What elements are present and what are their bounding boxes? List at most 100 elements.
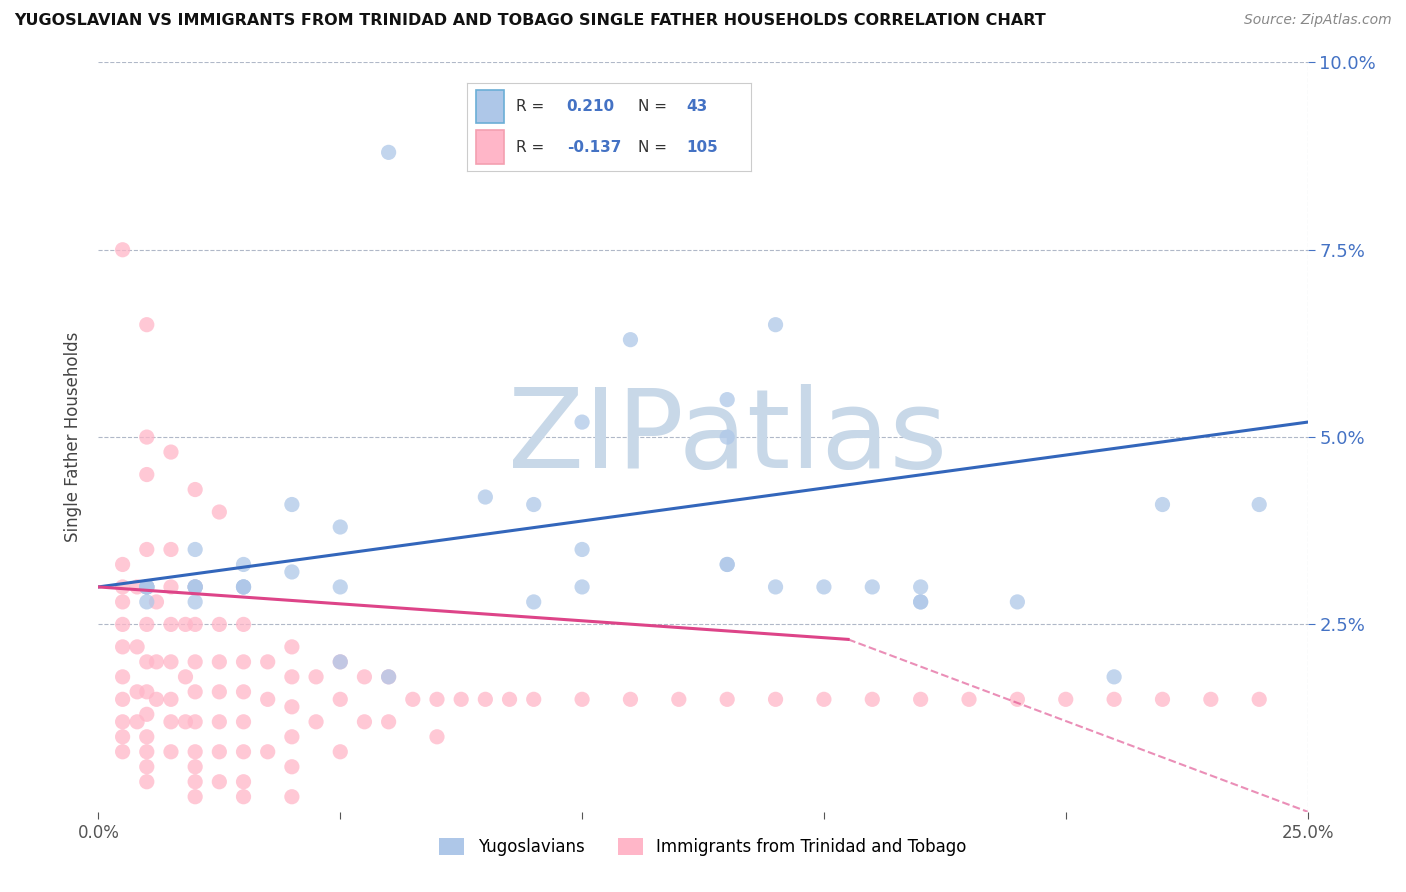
Point xyxy=(571,580,593,594)
Point xyxy=(1007,692,1029,706)
Point xyxy=(377,670,399,684)
Point xyxy=(135,745,157,759)
Point xyxy=(281,789,304,804)
Point xyxy=(1249,498,1271,512)
Point xyxy=(127,685,149,699)
Point xyxy=(377,714,399,729)
Point xyxy=(523,692,546,706)
Point xyxy=(232,655,254,669)
Point xyxy=(329,692,352,706)
Point xyxy=(127,580,149,594)
Point xyxy=(208,505,231,519)
Point xyxy=(305,714,328,729)
Point xyxy=(353,670,375,684)
Point xyxy=(184,595,207,609)
Point xyxy=(232,580,254,594)
Point xyxy=(111,580,134,594)
Point xyxy=(765,692,787,706)
Point xyxy=(910,580,932,594)
Point xyxy=(256,745,278,759)
Point xyxy=(184,774,207,789)
Point xyxy=(135,580,157,594)
Point xyxy=(377,145,399,160)
Point xyxy=(353,714,375,729)
Point xyxy=(208,714,231,729)
Point xyxy=(377,670,399,684)
Point xyxy=(1054,692,1077,706)
Point xyxy=(135,760,157,774)
Y-axis label: Single Father Households: Single Father Households xyxy=(65,332,83,542)
Point xyxy=(135,580,157,594)
Point xyxy=(281,640,304,654)
Point xyxy=(184,745,207,759)
Point xyxy=(111,692,134,706)
Point xyxy=(498,692,520,706)
Point xyxy=(135,685,157,699)
Point xyxy=(402,692,425,706)
Text: ZIPatlas: ZIPatlas xyxy=(508,384,946,491)
Point xyxy=(174,670,197,684)
Point xyxy=(184,789,207,804)
Point xyxy=(135,617,157,632)
Point xyxy=(111,745,134,759)
Point xyxy=(765,580,787,594)
Point xyxy=(111,243,134,257)
Point xyxy=(232,789,254,804)
Point xyxy=(281,730,304,744)
Point xyxy=(135,774,157,789)
Point xyxy=(135,580,157,594)
Point xyxy=(135,430,157,444)
Point xyxy=(135,580,157,594)
Point xyxy=(208,617,231,632)
Text: YUGOSLAVIAN VS IMMIGRANTS FROM TRINIDAD AND TOBAGO SINGLE FATHER HOUSEHOLDS CORR: YUGOSLAVIAN VS IMMIGRANTS FROM TRINIDAD … xyxy=(14,13,1046,29)
Point xyxy=(145,595,167,609)
Point xyxy=(111,640,134,654)
Point xyxy=(184,655,207,669)
Point xyxy=(281,565,304,579)
Point xyxy=(135,730,157,744)
Point xyxy=(160,745,183,759)
Point xyxy=(619,692,641,706)
Point xyxy=(957,692,980,706)
Point xyxy=(111,714,134,729)
Point xyxy=(111,730,134,744)
Point xyxy=(474,692,496,706)
Point xyxy=(426,692,449,706)
Point xyxy=(111,595,134,609)
Point xyxy=(160,542,183,557)
Point xyxy=(135,707,157,722)
Point xyxy=(127,714,149,729)
Point xyxy=(305,670,328,684)
Text: Source: ZipAtlas.com: Source: ZipAtlas.com xyxy=(1244,13,1392,28)
Point xyxy=(135,542,157,557)
Point xyxy=(135,595,157,609)
Point xyxy=(232,685,254,699)
Legend: Yugoslavians, Immigrants from Trinidad and Tobago: Yugoslavians, Immigrants from Trinidad a… xyxy=(440,838,966,855)
Point xyxy=(813,692,835,706)
Point xyxy=(174,714,197,729)
Point xyxy=(668,692,690,706)
Point xyxy=(232,558,254,572)
Point xyxy=(910,595,932,609)
Point xyxy=(127,640,149,654)
Point xyxy=(619,333,641,347)
Point xyxy=(232,617,254,632)
Point xyxy=(716,558,738,572)
Point xyxy=(160,655,183,669)
Point xyxy=(174,617,197,632)
Point xyxy=(160,692,183,706)
Point xyxy=(1199,692,1222,706)
Point xyxy=(111,558,134,572)
Point xyxy=(910,692,932,706)
Point xyxy=(208,774,231,789)
Point xyxy=(135,580,157,594)
Point xyxy=(184,580,207,594)
Point xyxy=(1102,692,1125,706)
Point xyxy=(232,580,254,594)
Point xyxy=(135,467,157,482)
Point xyxy=(716,430,738,444)
Point xyxy=(716,392,738,407)
Point xyxy=(184,685,207,699)
Point xyxy=(1102,670,1125,684)
Point xyxy=(184,714,207,729)
